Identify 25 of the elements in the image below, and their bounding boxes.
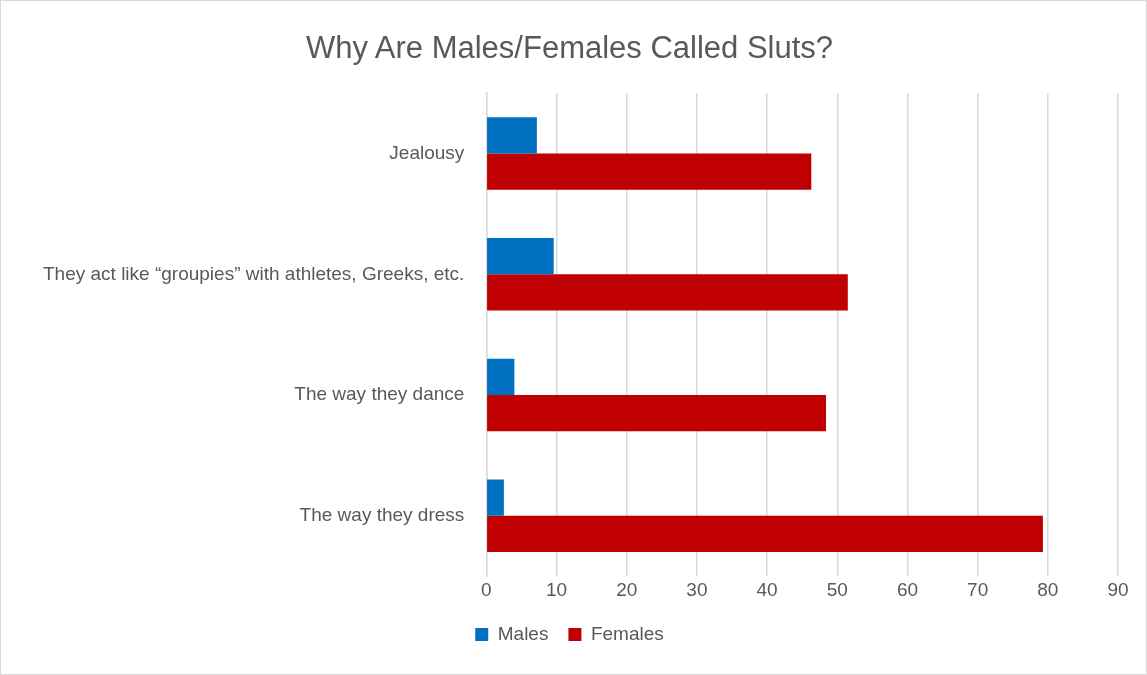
chart-title: Why Are Males/Females Called Sluts? bbox=[305, 30, 834, 66]
bar bbox=[487, 358, 515, 396]
x-tick-label: 80 bbox=[1037, 578, 1059, 600]
legend-label: Females bbox=[590, 622, 664, 644]
y-tick-label: They act like “groupies” with athletes, Greeks, etc. bbox=[43, 262, 465, 284]
x-tick-label: 0 bbox=[481, 578, 492, 600]
bar bbox=[487, 153, 812, 190]
x-tick-label: 10 bbox=[545, 578, 568, 600]
bar bbox=[487, 238, 554, 275]
bar bbox=[487, 395, 827, 432]
bar bbox=[487, 479, 504, 516]
x-tick-label: 20 bbox=[616, 578, 638, 600]
bar bbox=[487, 515, 1043, 553]
bar bbox=[487, 274, 848, 311]
y-tick-label: The way they dance bbox=[294, 383, 465, 405]
x-tick-label: 70 bbox=[967, 578, 989, 600]
legend-label: Males bbox=[497, 622, 549, 644]
x-tick-label: 30 bbox=[686, 578, 708, 600]
x-tick-label: 50 bbox=[826, 578, 848, 600]
x-tick-label: 60 bbox=[896, 578, 919, 600]
bar bbox=[487, 117, 537, 154]
x-tick-label: 90 bbox=[1107, 578, 1129, 600]
x-tick-label: 40 bbox=[756, 578, 778, 600]
y-tick-label: Jealousy bbox=[389, 141, 465, 163]
y-tick-label: The way they dress bbox=[299, 504, 465, 526]
